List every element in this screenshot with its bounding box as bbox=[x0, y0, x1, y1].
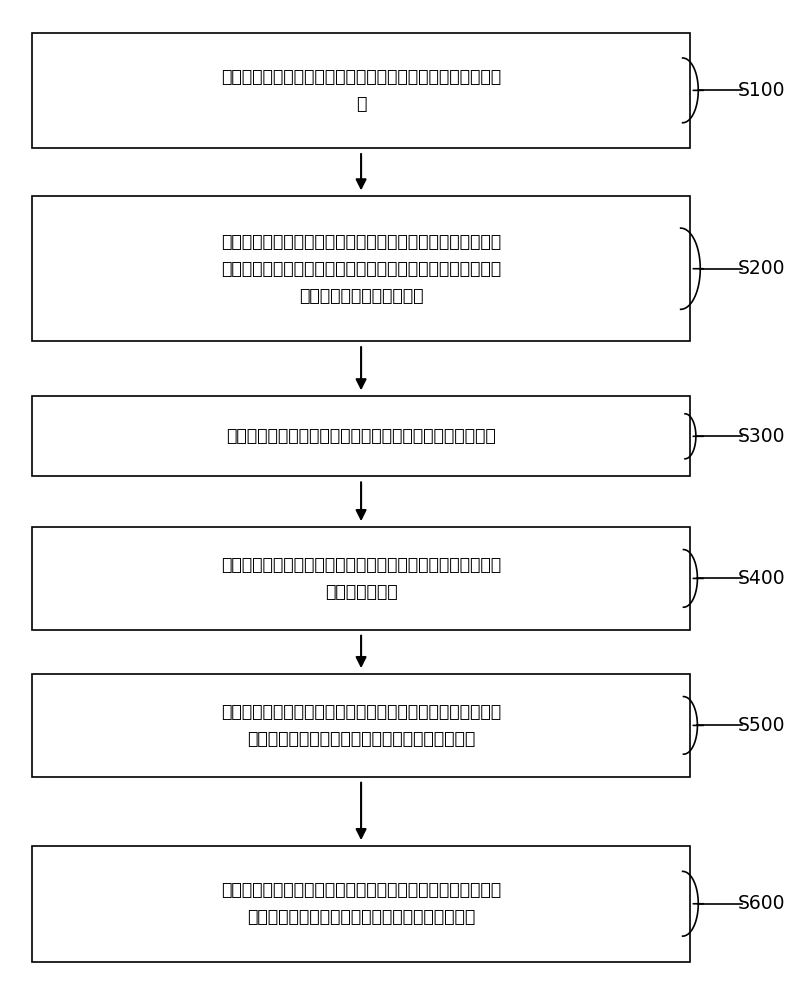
Text: 获取各第一分段数据的平均值参数，并对各第一分段数据的最
前端和最后端分别补入预设量对应的第一分段数据的平均值参
数，获得第二分段数据集合: 获取各第一分段数据的平均值参数，并对各第一分段数据的最 前端和最后端分别补入预设… bbox=[221, 233, 502, 305]
Text: S400: S400 bbox=[737, 569, 785, 588]
Text: 根据各第二分段数据的一阶导数极大值点和第二分段数据的二
阶导数极大值点，确定各第二分段数据中波峰位置: 根据各第二分段数据的一阶导数极大值点和第二分段数据的二 阶导数极大值点，确定各第… bbox=[221, 703, 502, 748]
Text: S500: S500 bbox=[737, 716, 785, 735]
Bar bbox=[31, 396, 691, 476]
Bar bbox=[31, 674, 691, 777]
Text: 选取母小波函数对各第二分段数据进行一阶求导和二阶求导: 选取母小波函数对各第二分段数据进行一阶求导和二阶求导 bbox=[226, 427, 496, 445]
Bar bbox=[31, 33, 691, 148]
Text: 提取各第二分段数据的一阶导数极大值点和第二分段数据的二
阶导数极大值点: 提取各第二分段数据的一阶导数极大值点和第二分段数据的二 阶导数极大值点 bbox=[221, 556, 502, 601]
Text: S200: S200 bbox=[737, 259, 785, 278]
Bar bbox=[31, 846, 691, 962]
Text: 分段读取原始光电信号，获取原始光电信号的第一分段数据集
合: 分段读取原始光电信号，获取原始光电信号的第一分段数据集 合 bbox=[221, 68, 502, 113]
Text: S100: S100 bbox=[737, 81, 785, 100]
Text: S600: S600 bbox=[737, 894, 785, 913]
Text: 根据各第二分段数据中波峰位置，计算各第二分段数据中波峰
宽度以及波峰高度，获取原始光电信号的波峰峰值: 根据各第二分段数据中波峰位置，计算各第二分段数据中波峰 宽度以及波峰高度，获取原… bbox=[221, 881, 502, 926]
Text: S300: S300 bbox=[737, 427, 785, 446]
Bar bbox=[31, 527, 691, 630]
Bar bbox=[31, 196, 691, 341]
